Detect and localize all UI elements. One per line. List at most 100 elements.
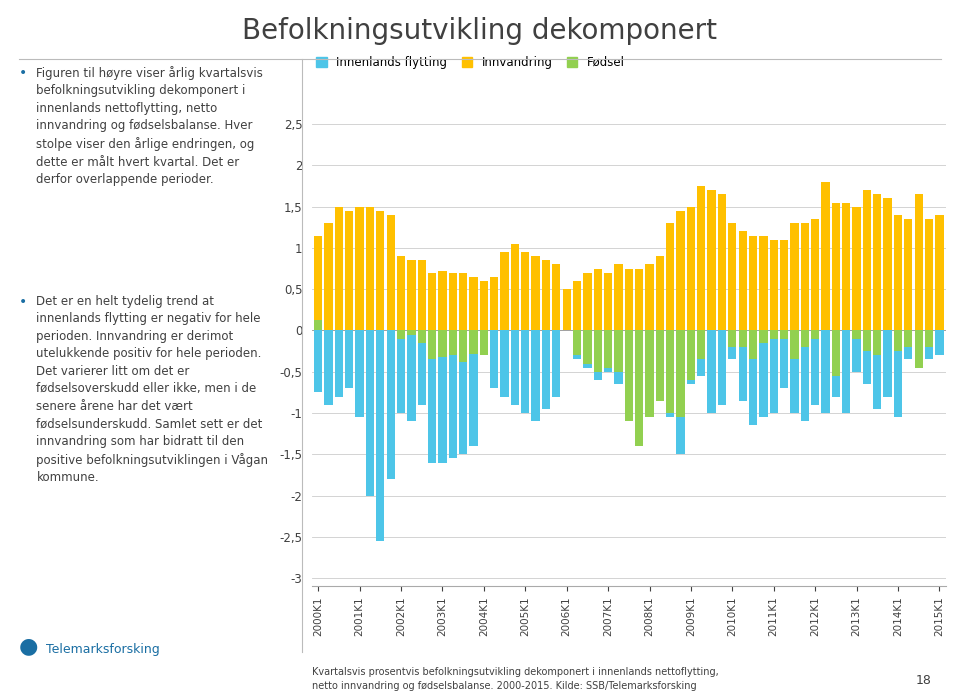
Bar (439, 330, 446, 357)
Bar (770, 239, 778, 330)
Bar (593, 269, 602, 330)
Bar (366, 207, 374, 330)
Bar (831, 203, 840, 330)
Bar (863, 190, 871, 330)
Bar (718, 194, 726, 330)
Bar (396, 256, 405, 330)
Bar (469, 330, 478, 446)
Bar (686, 207, 695, 330)
Bar (604, 330, 612, 372)
Bar (697, 330, 706, 359)
Text: •: • (19, 295, 28, 309)
Bar (790, 330, 799, 413)
Bar (532, 256, 540, 330)
Bar (831, 330, 840, 376)
Bar (915, 330, 923, 368)
Bar (584, 330, 591, 368)
Bar (314, 330, 323, 392)
Bar (314, 320, 323, 330)
Bar (759, 330, 768, 343)
Bar (490, 330, 498, 388)
Bar (874, 194, 881, 330)
Bar (645, 330, 654, 417)
Bar (407, 260, 416, 330)
Bar (780, 330, 788, 339)
Bar (376, 211, 384, 330)
Bar (645, 264, 654, 330)
Bar (770, 330, 778, 339)
Bar (593, 330, 602, 372)
Bar (686, 330, 695, 384)
Bar (418, 330, 426, 343)
Bar (604, 330, 612, 368)
Bar (324, 330, 333, 405)
Bar (448, 330, 457, 355)
Bar (407, 330, 416, 335)
Bar (759, 330, 768, 417)
Bar (439, 271, 446, 330)
Text: •: • (19, 66, 28, 80)
Bar (418, 330, 426, 405)
Bar (500, 252, 509, 330)
Bar (801, 223, 809, 330)
Bar (831, 330, 840, 396)
Bar (614, 264, 623, 330)
Bar (749, 330, 757, 359)
Bar (552, 264, 561, 330)
Text: ●: ● (19, 636, 38, 656)
Bar (469, 277, 478, 330)
Bar (645, 330, 654, 388)
Bar (770, 330, 778, 413)
Bar (729, 330, 736, 359)
Bar (396, 330, 405, 413)
Bar (749, 330, 757, 425)
Bar (790, 330, 799, 359)
Bar (749, 235, 757, 330)
Text: Telemarksforsking: Telemarksforsking (46, 643, 159, 656)
Bar (924, 330, 933, 359)
Bar (625, 269, 633, 330)
Bar (428, 330, 436, 463)
Bar (718, 330, 726, 405)
Legend: Innenlands flytting, Innvandring, Fødsel: Innenlands flytting, Innvandring, Fødsel (312, 51, 630, 74)
Bar (573, 330, 581, 359)
Bar (521, 252, 529, 330)
Bar (801, 330, 809, 347)
Bar (677, 330, 684, 417)
Bar (355, 330, 364, 417)
Bar (738, 330, 747, 400)
Bar (387, 215, 395, 330)
Bar (469, 330, 478, 354)
Bar (759, 235, 768, 330)
Bar (852, 330, 861, 339)
Bar (563, 289, 571, 330)
Bar (874, 330, 881, 355)
Bar (418, 260, 426, 330)
Bar (780, 330, 788, 388)
Bar (852, 207, 861, 330)
Bar (904, 219, 912, 330)
Bar (614, 330, 623, 372)
Bar (738, 330, 747, 347)
Bar (935, 330, 944, 355)
Bar (511, 330, 519, 405)
Bar (324, 223, 333, 330)
Bar (480, 330, 488, 339)
Bar (521, 330, 529, 413)
Text: Befolkningsutvikling dekomponert: Befolkningsutvikling dekomponert (243, 17, 717, 45)
Bar (666, 223, 674, 330)
Bar (863, 330, 871, 384)
Bar (666, 330, 674, 417)
Bar (697, 330, 706, 376)
Bar (904, 330, 912, 359)
Text: Det er en helt tydelig trend at
innenlands flytting er negativ for hele
perioden: Det er en helt tydelig trend at innenlan… (36, 295, 269, 484)
Bar (584, 330, 591, 364)
Bar (697, 186, 706, 330)
Bar (511, 244, 519, 330)
Bar (459, 330, 468, 362)
Bar (894, 330, 902, 351)
Bar (842, 330, 851, 413)
Bar (563, 326, 571, 330)
Bar (894, 215, 902, 330)
Bar (656, 330, 664, 400)
